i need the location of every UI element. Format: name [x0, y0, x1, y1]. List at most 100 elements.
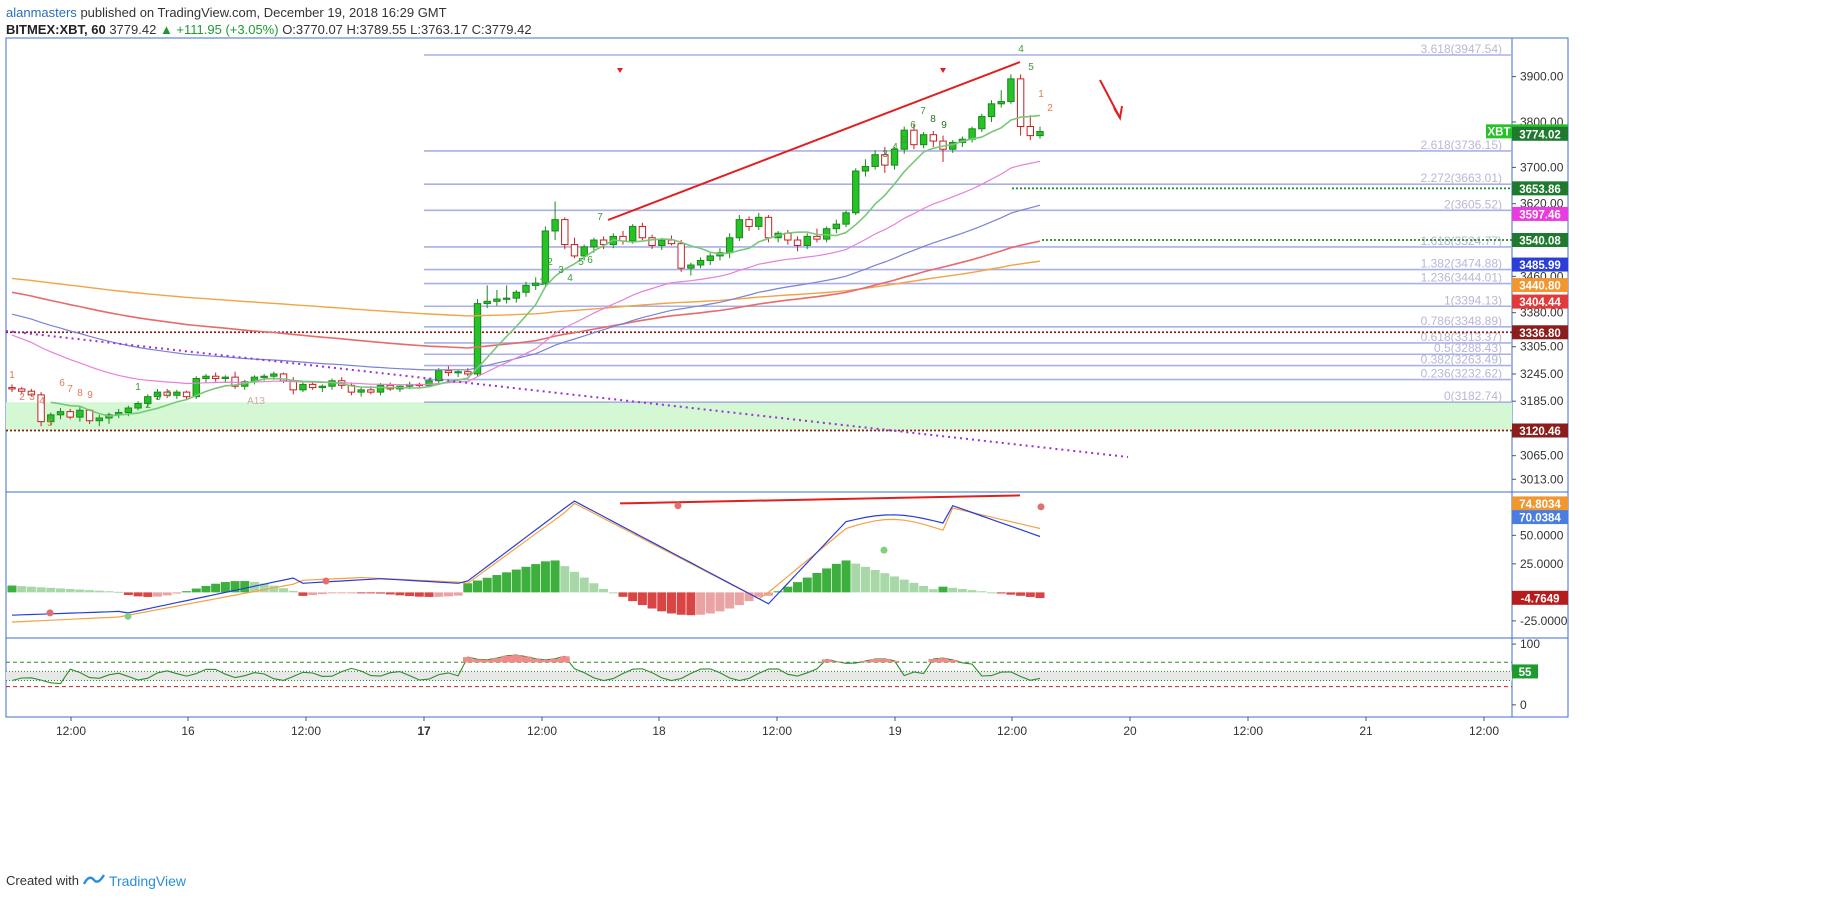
candle-body	[308, 383, 317, 389]
candle-body	[493, 298, 501, 302]
author-link[interactable]: alanmasters	[6, 5, 77, 20]
macd-histogram-bar	[899, 579, 909, 593]
time-tick-label: 12:00	[762, 724, 792, 738]
macd-tag-label: 70.0384	[1519, 513, 1561, 525]
macd-histogram-bar	[802, 577, 812, 593]
rsi-overbought-fill	[550, 658, 560, 663]
candle-body	[580, 246, 588, 257]
ema-orange-line	[11, 260, 1041, 317]
candle-body	[95, 417, 103, 422]
rsi-overbought-fill	[492, 658, 502, 663]
candle-body	[318, 385, 327, 389]
candle-body	[473, 303, 482, 375]
macd-histogram-bar	[279, 588, 289, 593]
main-pane: 3.618(3947.54) 2.618(3736.15) 2.272(3663.0…	[5, 42, 1512, 458]
macd-histogram-bar	[453, 592, 463, 596]
candle-body	[182, 391, 191, 398]
macd-histogram-bar	[385, 592, 395, 595]
macd-histogram-bar	[269, 585, 279, 593]
candle-body	[561, 219, 569, 246]
price-tag-bg	[1512, 257, 1568, 272]
macd-tag-bg	[1512, 496, 1568, 511]
candle-body	[822, 228, 831, 240]
chart-header: alanmasters published on TradingView.com…	[6, 4, 532, 38]
candle-body	[512, 291, 521, 299]
sequence-count-label: 5	[901, 135, 907, 146]
time-axis: 12:00 16 12:00 17 12:00 18 12:00 19 12:00 20 12:00…	[56, 717, 1499, 738]
time-tick-label: 16	[181, 724, 195, 738]
rsi-overbought-fill	[860, 661, 871, 663]
macd-cross-dot	[322, 577, 330, 585]
fib-level-label: 3.618(3947.54)	[1421, 42, 1502, 56]
price-tag-label: 3653.86	[1519, 184, 1561, 196]
macd-histogram-bar	[851, 563, 861, 593]
candle-body	[599, 239, 608, 246]
macd-histogram-bar	[473, 580, 483, 593]
macd-histogram-bar	[1035, 592, 1045, 599]
candle-body	[900, 129, 908, 150]
candle-body	[357, 389, 365, 393]
tradingview-link[interactable]: TradingView	[108, 872, 187, 889]
macd-histogram-bar	[482, 577, 492, 593]
macd-histogram-bar	[744, 592, 754, 602]
sequence-count-label: 2	[19, 392, 25, 403]
sell-signal-icon	[940, 68, 946, 73]
macd-histogram-bar	[948, 587, 958, 593]
macd-histogram-bar	[104, 591, 114, 593]
macd-histogram-bar	[366, 592, 376, 594]
macd-tag-label: 74.8034	[1519, 499, 1561, 511]
sequence-count-label: 1	[539, 277, 545, 288]
price-tag-label: 3597.46	[1519, 209, 1561, 221]
candle-body	[425, 380, 433, 386]
rsi-overbought-fill	[501, 655, 512, 663]
rsi-overbought-fill	[511, 655, 522, 663]
price-tick-label: 3380.00	[1520, 306, 1564, 320]
macd-histogram-bar	[890, 576, 900, 593]
sequence-count-label: 8	[930, 114, 936, 125]
symbol-label[interactable]: BITMEX:XBT, 60	[6, 22, 106, 37]
macd-histogram-bar	[725, 592, 735, 609]
ohlc-values: O:3770.07 H:3789.55 L:3763.17 C:3779.42	[282, 22, 532, 37]
macd-histogram-bar	[327, 592, 337, 594]
macd-histogram-bar	[395, 592, 405, 596]
candle-body	[590, 239, 598, 248]
macd-histogram-bar	[492, 575, 502, 593]
macd-histogram-bar	[773, 591, 783, 593]
macd-histogram-bar	[123, 592, 133, 595]
candle-body	[435, 370, 443, 382]
macd-tick-label: 25.0000	[1520, 557, 1564, 571]
macd-histogram-bar	[162, 592, 172, 596]
fib-level-label: 0.382(3263.49)	[1421, 353, 1502, 367]
price-tick-label: 3065.00	[1520, 449, 1564, 463]
rsi-tick-label: 0	[1520, 698, 1527, 712]
candle-body	[454, 371, 462, 374]
macd-histogram-bar	[240, 581, 250, 593]
macd-histogram-bar	[211, 583, 221, 593]
tradingview-logo-icon[interactable]	[82, 872, 106, 889]
bearish-divergence-line	[607, 61, 1021, 221]
candle-body	[260, 375, 268, 378]
candle-body	[163, 391, 171, 396]
macd-histogram-bar	[938, 586, 948, 593]
rsi-tick-label: 100	[1520, 637, 1540, 651]
sequence-count-label: 4	[165, 389, 171, 400]
time-tick-label: 20	[1123, 724, 1137, 738]
macd-histogram-bar	[618, 592, 628, 597]
candle-body	[144, 396, 152, 404]
candle-body	[56, 411, 65, 416]
macd-histogram-bar	[249, 581, 259, 593]
ema-pink-line	[11, 160, 1041, 386]
rsi-overbought-fill	[821, 659, 832, 663]
candle-body	[444, 370, 453, 374]
macd-histogram-bar	[996, 592, 1006, 594]
rsi-band	[6, 671, 1512, 681]
macd-histogram-bar	[443, 592, 453, 597]
down-arrow-head-icon	[1113, 105, 1123, 121]
candle-body	[687, 264, 695, 269]
candle-body	[531, 282, 540, 286]
candle-body	[66, 411, 74, 418]
candle-body	[696, 259, 705, 266]
price-tag-bg	[1512, 325, 1568, 340]
macd-histogram-bar	[346, 592, 356, 594]
